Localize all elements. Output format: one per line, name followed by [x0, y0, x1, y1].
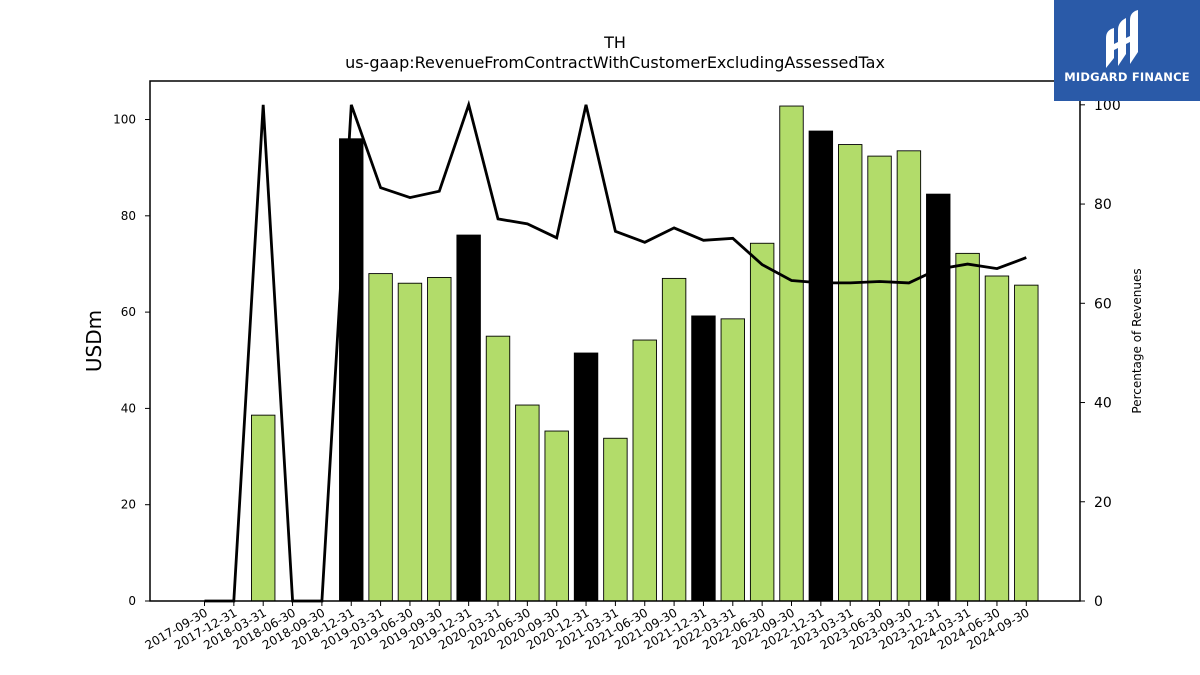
bar-2022-12-31 [808, 130, 834, 602]
bar-2018-03-31 [250, 414, 276, 602]
y-tick-label: 80 [121, 209, 136, 223]
bar-2021-12-31 [691, 315, 716, 602]
y2-tick-label: 60 [1094, 296, 1112, 312]
y-tick-label: 60 [121, 305, 136, 319]
percentage-line [204, 99, 1027, 603]
y2-tick-label: 0 [1094, 594, 1103, 610]
bar-2020-03-31 [485, 335, 511, 602]
bar-2021-03-31 [603, 437, 628, 602]
bar-2023-06-30 [867, 155, 892, 602]
midgard-finance-logo: MIDGARD FINANCE [1054, 0, 1200, 101]
y-tick-label: 100 [113, 113, 136, 127]
bar-2023-09-30 [896, 150, 922, 602]
bar-2024-03-31 [955, 252, 980, 602]
y-axis: 0 20 40 60 80 100 [113, 113, 150, 608]
bar-2023-12-31 [926, 193, 951, 602]
bar-2020-06-30 [515, 404, 540, 602]
bar-2019-09-30 [427, 276, 452, 602]
y2-tick-label: 20 [1094, 495, 1112, 511]
chart-subtitle: us-gaap:RevenueFromContractWithCustomerE… [345, 53, 885, 72]
bar-series [250, 105, 1039, 602]
bar-2020-12-31 [573, 352, 599, 602]
x-axis: 2017-09-302017-12-312018-03-312018-06-30… [143, 601, 1032, 652]
bar-2022-06-30 [749, 242, 775, 602]
bar-2022-09-30 [779, 105, 804, 602]
bar-2020-09-30 [544, 430, 569, 602]
y2-tick-label: 40 [1094, 396, 1112, 412]
bar-2019-06-30 [397, 282, 423, 602]
bar-2019-12-31 [456, 234, 481, 602]
y-tick-label: 20 [121, 498, 136, 512]
logo-text: MIDGARD FINANCE [1064, 70, 1190, 84]
midgard-logo-icon [1106, 10, 1138, 68]
bar-2021-06-30 [632, 339, 657, 602]
bar-2024-06-30 [984, 275, 1010, 602]
y-axis-label: USDm [82, 310, 106, 372]
bar-2023-03-31 [838, 144, 863, 602]
y-tick-label: 0 [128, 594, 136, 608]
y-tick-label: 40 [121, 401, 136, 415]
bar-2021-09-30 [661, 277, 687, 602]
y2-axis: 0 20 40 60 80 100 [1080, 98, 1121, 610]
bar-2024-09-30 [1014, 284, 1039, 602]
y2-tick-label: 100 [1094, 98, 1121, 114]
y2-tick-label: 80 [1094, 197, 1112, 213]
bar-2019-03-31 [368, 273, 393, 602]
y2-axis-label: Percentage of Revenues [1130, 268, 1144, 413]
line-series [204, 99, 1027, 603]
bar-2022-03-31 [720, 318, 745, 602]
chart-title: TH [603, 33, 626, 52]
bar-2018-12-31 [339, 138, 364, 602]
